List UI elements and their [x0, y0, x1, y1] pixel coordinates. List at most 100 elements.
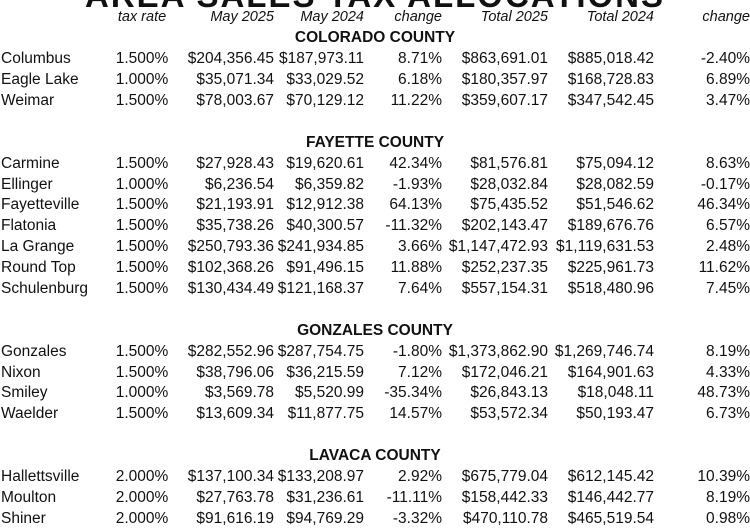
- total-2025: $557,154.31: [461, 280, 548, 298]
- total-2024: $465,519.54: [567, 509, 654, 527]
- tax-rate: 1.500%: [115, 92, 169, 109]
- tax-rate: 1.000%: [115, 384, 169, 402]
- table-row: Flatonia 1.500% $35,738.26 $40,300.57 -11.32…: [0, 216, 750, 237]
- may-2024: $70,129.12: [286, 92, 364, 109]
- total-change: 11.62%: [698, 259, 750, 277]
- banner-title: AREA SALES TAX ALLOCATIONS: [0, 0, 750, 14]
- table-row: Eagle Lake 1.000% $35,071.34 $33,029.52 6.18…: [0, 70, 750, 91]
- total-2024: $612,145.42: [567, 468, 654, 486]
- city-name: Ellinger: [1, 175, 53, 193]
- total-2024: $347,542.45: [567, 92, 654, 109]
- spacer-cell: [0, 299, 750, 320]
- may-2025: $21,193.91: [196, 196, 274, 214]
- city-name: Moulton: [1, 488, 57, 506]
- table-row: La Grange 1.500% $250,793.36 $241,934.85 3.6…: [0, 237, 750, 258]
- table-row: Columbus 1.500% $204,356.45 $187,973.11 8.71…: [0, 49, 750, 70]
- total-2024: $50,193.47: [576, 405, 654, 423]
- total-2025: $81,576.81: [470, 154, 548, 172]
- may-2025: $130,434.49: [187, 280, 274, 298]
- total-2024: $28,082.59: [576, 175, 654, 193]
- total-2025: $53,572.34: [470, 405, 548, 423]
- total-2024: $75,094.12: [576, 154, 654, 172]
- may-2024: $287,754.75: [277, 342, 364, 360]
- may-2024: $241,934.85: [277, 238, 364, 256]
- county-header-row: LAVACA COUNTY: [0, 446, 750, 467]
- tax-rate: 2.000%: [115, 509, 169, 527]
- tax-rate: 2.000%: [115, 468, 169, 486]
- may-2024: $6,359.82: [295, 175, 364, 193]
- tax-rate: 1.500%: [115, 259, 169, 277]
- county-name: GONZALES COUNTY: [297, 321, 453, 339]
- may-2024: $31,236.61: [286, 488, 364, 506]
- city-name: Eagle Lake: [1, 71, 79, 89]
- total-2024: $885,018.42: [567, 50, 654, 68]
- may-change: 64.13%: [389, 196, 442, 214]
- may-2024: $11,877.75: [287, 405, 364, 423]
- city-name: La Grange: [1, 238, 75, 256]
- header-total-2025: Total 2025: [480, 9, 548, 26]
- may-2024: $121,168.37: [277, 280, 364, 298]
- tax-rate: 1.500%: [115, 196, 169, 214]
- total-2024: $518,480.96: [567, 280, 654, 298]
- city-name: Fayetteville: [1, 196, 80, 214]
- city-name: Round Top: [1, 259, 76, 277]
- table-row: Nixon 1.500% $38,796.06 $36,215.59 7.12% $172…: [0, 362, 750, 383]
- header-city: [0, 7, 108, 28]
- tax-rate: 1.500%: [115, 50, 169, 68]
- may-2025: $282,552.96: [187, 342, 274, 360]
- may-2025: $102,368.26: [187, 259, 274, 277]
- tax-rate: 1.000%: [115, 175, 169, 193]
- table-row: Weimar 1.500% $78,003.67 $70,129.12 11.22% $3…: [0, 91, 750, 112]
- may-2024: $19,620.61: [286, 154, 364, 172]
- may-change: 2.92%: [398, 468, 442, 486]
- tax-rate: 1.500%: [115, 342, 169, 360]
- tax-rate: 1.500%: [115, 217, 169, 235]
- may-2025: $6,236.54: [205, 175, 274, 193]
- city-name: Smiley: [1, 384, 48, 402]
- county-name: COLORADO COUNTY: [294, 29, 456, 47]
- may-2024: $40,300.57: [286, 217, 364, 235]
- total-change: 8.19%: [706, 488, 750, 506]
- may-change: 8.71%: [398, 50, 442, 68]
- header-total-change: change: [702, 9, 750, 26]
- may-2024: $5,520.99: [295, 384, 364, 402]
- table-row: Waelder 1.500% $13,609.34 $11,877.75 14.57% $…: [0, 404, 750, 425]
- may-2025: $78,003.67: [196, 92, 274, 109]
- total-2024: $164,901.63: [567, 363, 654, 381]
- table-row: Ellinger 1.000% $6,236.54 $6,359.82 -1.93% $2…: [0, 174, 750, 195]
- may-2024: $36,215.59: [286, 363, 364, 381]
- header-change: change: [394, 9, 442, 26]
- may-change: -11.11%: [386, 488, 442, 506]
- total-change: 8.63%: [706, 154, 750, 172]
- total-2025: $26,843.13: [470, 384, 548, 402]
- may-change: 11.88%: [390, 259, 442, 277]
- may-2024: $12,912.38: [286, 196, 364, 214]
- total-2025: $1,373,862.90: [448, 342, 548, 360]
- may-2025: $204,356.45: [187, 50, 274, 68]
- city-name: Weimar: [1, 92, 55, 109]
- table-body: COLORADO COUNTY Columbus 1.500% $204,356.45…: [0, 28, 750, 529]
- may-2025: $35,738.26: [196, 217, 274, 235]
- tax-rate: 1.500%: [115, 154, 169, 172]
- table-row: Moulton 2.000% $27,763.78 $31,236.61 -11.11%…: [0, 487, 750, 508]
- total-2025: $675,779.04: [461, 468, 548, 486]
- total-change: 6.73%: [706, 405, 750, 423]
- city-name: Nixon: [1, 363, 41, 381]
- may-2025: $3,569.78: [205, 384, 274, 402]
- city-name: Schulenburg: [1, 280, 89, 298]
- total-2024: $189,676.76: [567, 217, 654, 235]
- city-name: Gonzales: [1, 342, 67, 360]
- header-total-2024: Total 2024: [586, 9, 654, 26]
- total-2025: $1,147,472.93: [448, 238, 548, 256]
- may-2024: $187,973.11: [278, 50, 364, 68]
- total-change: 46.34%: [697, 196, 750, 214]
- total-2024: $146,442.77: [567, 488, 654, 506]
- table-row: Schulenburg 1.500% $130,434.49 $121,168.37 7…: [0, 279, 750, 300]
- total-2025: $252,237.35: [461, 259, 548, 277]
- may-2025: $250,793.36: [187, 238, 274, 256]
- table-row: Shiner 2.000% $91,616.19 $94,769.29 -3.32% $4…: [0, 508, 750, 529]
- may-change: 14.57%: [389, 405, 442, 423]
- total-change: 8.19%: [706, 342, 750, 360]
- section-spacer: [0, 299, 750, 320]
- total-2025: $172,046.21: [461, 363, 548, 381]
